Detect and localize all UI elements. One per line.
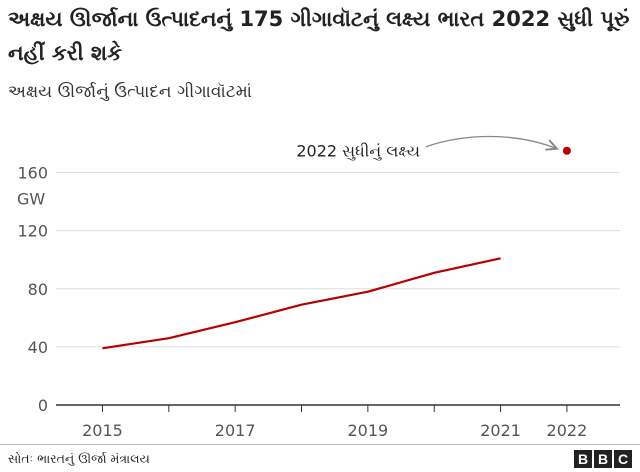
footer-divider <box>0 444 640 445</box>
logo-letter: B <box>594 450 612 468</box>
x-tick-label: 2022 <box>547 421 588 440</box>
x-tick-label: 2015 <box>82 421 123 440</box>
target-arrow <box>425 135 557 148</box>
y-unit-label: GW <box>17 190 45 209</box>
x-tick-label: 2019 <box>347 421 388 440</box>
y-tick-label: 40 <box>28 338 48 357</box>
chart-subtitle: અક્ષય ઊર્જાનું ઉત્પાદન ગીગાવૉટમાં <box>8 82 252 102</box>
x-tick-label: 2017 <box>215 421 256 440</box>
logo-letter: C <box>614 450 632 468</box>
logo-letter: B <box>574 450 592 468</box>
source-note: સોતઃ ભારતનું ઊર્જા મંત્રાલય <box>8 451 150 466</box>
y-tick-label: 160 <box>17 164 48 183</box>
y-tick-label: 120 <box>17 222 48 241</box>
y-tick-label: 0 <box>38 396 48 415</box>
target-point <box>562 146 571 155</box>
series-line <box>102 257 501 350</box>
x-tick-label: 2021 <box>480 421 521 440</box>
target-label: 2022 સુધીનું લક્ષ્ય <box>296 142 420 161</box>
bbc-logo: B B C <box>574 450 632 468</box>
line-chart: 0 40 80 120 160 GW 2015 2017 2019 2021 2022 2022 સ… <box>17 135 620 440</box>
chart-title: અક્ષય ઊર્જાના ઉત્પાદનનું 175 ગીગાવૉટનું … <box>8 7 630 65</box>
y-tick-label: 80 <box>28 280 48 299</box>
